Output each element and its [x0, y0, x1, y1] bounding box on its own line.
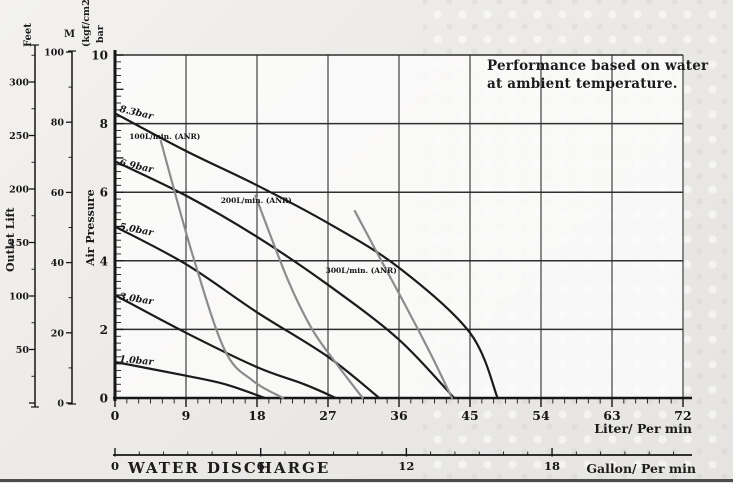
pressure-tick-label: 2 — [100, 323, 108, 337]
liter-tick-label: 63 — [603, 408, 620, 423]
curve-label-300l-min-anr: 300L/min. (ANR) — [326, 266, 397, 275]
curve-label-200l-min-anr: 200L/min. (ANR) — [221, 196, 292, 205]
meter-tick-label: 40 — [51, 258, 65, 269]
performance-curve-8-3bar — [113, 112, 499, 400]
performance-curve-3-0bar — [113, 294, 337, 400]
annotation-line1: Performance based on water — [487, 58, 709, 74]
meter-tick-label: 80 — [51, 118, 65, 129]
annotation-line2: at ambient temperature. — [487, 75, 678, 92]
liter-tick-label: 9 — [182, 408, 191, 423]
liter-tick-label: 27 — [319, 408, 336, 423]
meter-axis-title: M — [64, 29, 76, 40]
meter-tick-label: 60 — [51, 188, 65, 199]
pressure-tick-label: 6 — [100, 186, 108, 200]
gallon-tick-label: 12 — [398, 459, 414, 473]
liter-tick-label: 0 — [111, 408, 120, 423]
gallon-tick-label: 0 — [111, 459, 119, 473]
feet-tick-label: 150 — [9, 238, 29, 249]
air-consumption-curve-200l-min-anr — [254, 194, 364, 400]
water-discharge-title: WATER DISCHARGE — [128, 459, 331, 477]
pressure-unit-kgf-label: (kgf/cm2) — [81, 0, 92, 47]
meter-tick-label: 20 — [51, 328, 65, 339]
feet-tick-label: 300 — [9, 78, 29, 89]
air-consumption-curve-300l-min-anr — [353, 209, 453, 400]
curve-label-3-0bar: 3.0bar — [118, 291, 155, 307]
liter-tick-label: 36 — [390, 408, 408, 423]
feet-tick-label: 50 — [16, 345, 30, 356]
air-pressure-axis-title: Air Pressure — [84, 189, 97, 266]
outlet-lift-axis-title: Outlet Lift — [4, 207, 17, 272]
liter-axis-unit-label: Liter/ Per min — [594, 421, 692, 436]
pressure-tick-label: 4 — [100, 254, 108, 268]
liter-tick-label: 54 — [532, 408, 550, 423]
meter-tick-label: 0 — [57, 399, 64, 410]
feet-tick-label: 100 — [9, 292, 29, 303]
feet-axis-title: Feet — [23, 23, 34, 47]
meter-tick-label: 100 — [44, 48, 64, 59]
feet-tick-label: 250 — [9, 131, 29, 142]
liter-tick-label: 72 — [674, 408, 691, 423]
pressure-tick-label: 0 — [100, 392, 108, 406]
feet-tick-label: 200 — [9, 185, 29, 196]
gallon-tick-label: 18 — [544, 459, 560, 473]
gallon-tick-label: 6 — [257, 459, 265, 473]
liter-tick-label: 18 — [248, 408, 266, 423]
air-consumption-curve-100l-min-anr — [159, 139, 285, 400]
pressure-unit-bar-label: bar — [95, 25, 106, 43]
annotation-note: Performance based on water at ambient te… — [487, 58, 712, 93]
page-bottom-edge-line — [0, 479, 733, 482]
curve-label-100l-min-anr: 100L/min. (ANR) — [129, 132, 200, 141]
pressure-tick-label: 10 — [91, 49, 108, 63]
performance-curve-6-9bar — [113, 160, 456, 400]
pressure-tick-label: 8 — [100, 117, 108, 131]
performance-curve-1-0bar — [113, 360, 266, 400]
liter-tick-label: 45 — [461, 408, 478, 423]
performance-curve-5-0bar — [113, 225, 381, 400]
gallon-axis-unit-label: Gallon/ Per min — [586, 461, 696, 476]
curve-label-1-0bar: 1.0bar — [119, 354, 155, 368]
